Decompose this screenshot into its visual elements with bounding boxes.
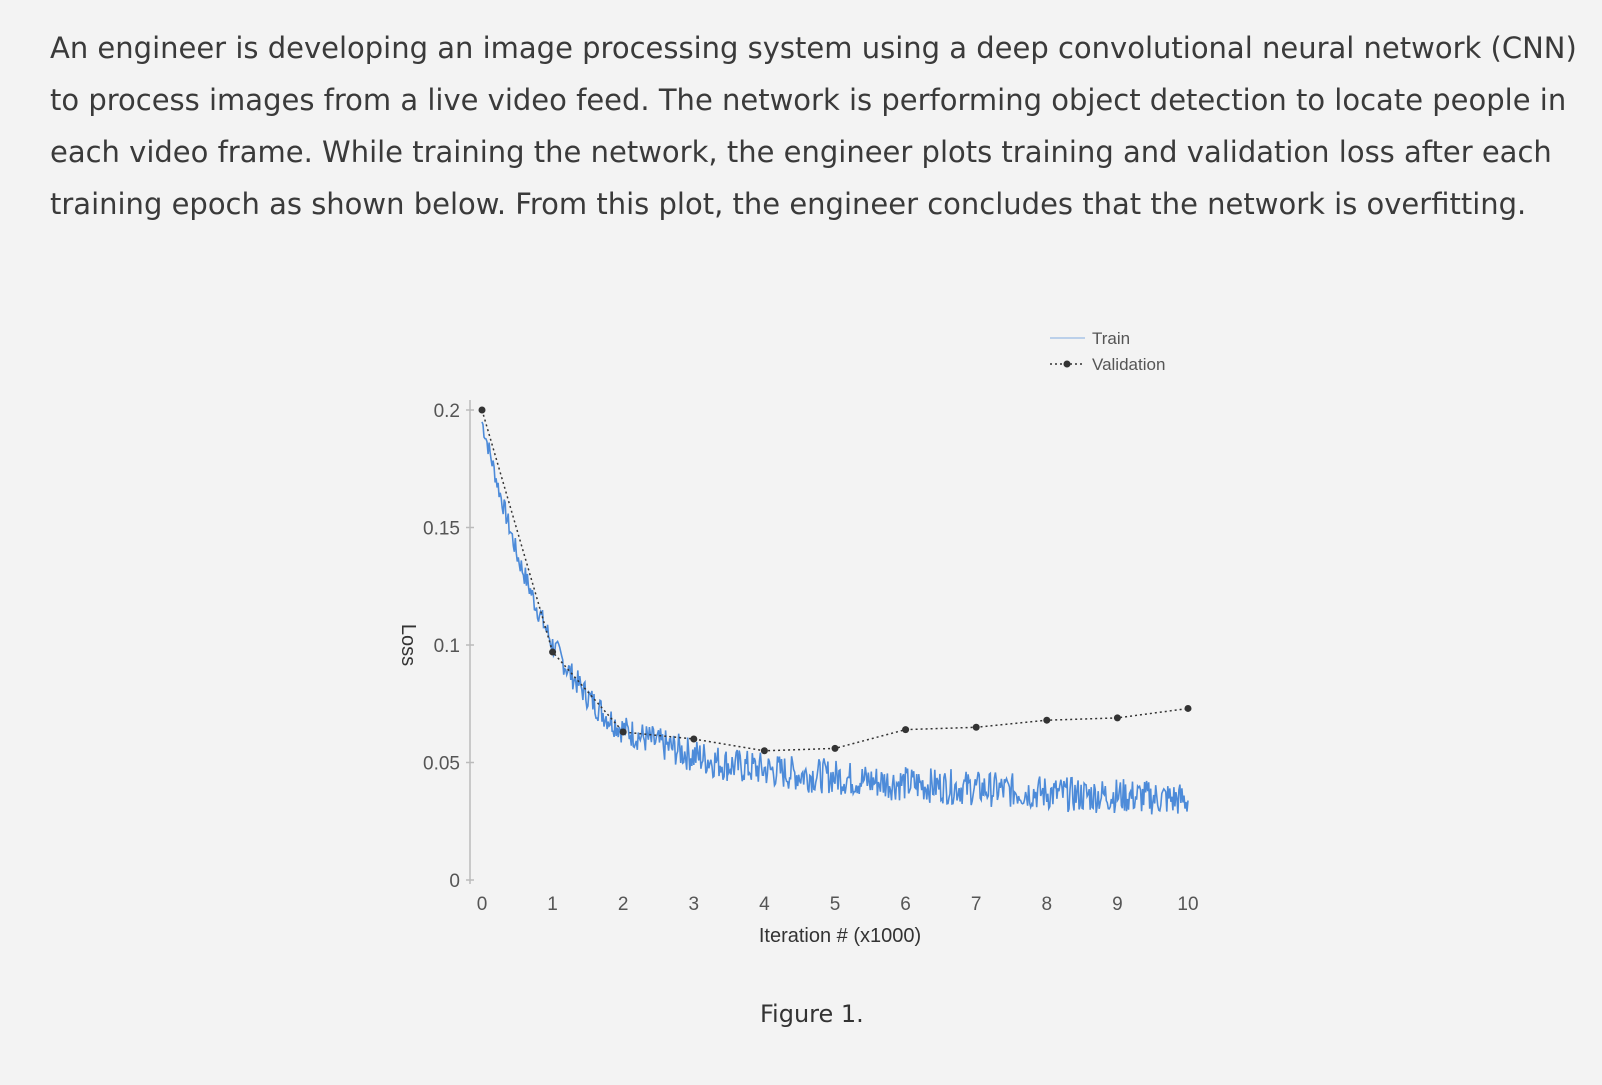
x-tick-label: 4 bbox=[759, 894, 770, 915]
figure-caption: Figure 1. bbox=[760, 1000, 864, 1028]
x-tick-label: 0 bbox=[477, 894, 488, 915]
legend-validation-label: Validation bbox=[1092, 355, 1165, 374]
validation-point bbox=[1043, 716, 1051, 724]
x-axis-label: Iteration # (x1000) bbox=[759, 925, 921, 947]
legend-validation-marker bbox=[1063, 360, 1071, 368]
legend: Train Validation bbox=[1050, 329, 1165, 374]
x-tick-label: 1 bbox=[547, 894, 558, 915]
x-tick-label: 6 bbox=[900, 894, 911, 915]
question-text: An engineer is developing an image proce… bbox=[50, 31, 1577, 221]
x-tick-label: 5 bbox=[830, 894, 841, 915]
y-axis-label: Loss bbox=[397, 624, 419, 666]
y-tick-label: 0.15 bbox=[423, 519, 460, 540]
series-layer bbox=[478, 406, 1192, 815]
x-ticks: 0 1 2 3 4 5 6 7 8 9 10 bbox=[477, 894, 1199, 915]
validation-point bbox=[972, 723, 980, 731]
x-tick-label: 8 bbox=[1042, 894, 1053, 915]
validation-point bbox=[831, 744, 839, 752]
y-tick-label: 0.1 bbox=[434, 636, 460, 657]
legend-train-label: Train bbox=[1092, 329, 1130, 348]
validation-point bbox=[760, 747, 768, 755]
y-ticks: 0 0.05 0.1 0.15 0.2 bbox=[423, 401, 474, 892]
y-tick-label: 0.2 bbox=[434, 401, 460, 422]
x-tick-label: 9 bbox=[1112, 894, 1123, 915]
y-tick-label: 0.05 bbox=[423, 754, 460, 775]
x-tick-label: 2 bbox=[618, 894, 629, 915]
validation-point bbox=[478, 406, 486, 414]
validation-point bbox=[549, 648, 557, 656]
x-tick-label: 10 bbox=[1177, 894, 1198, 915]
train-series-line bbox=[481, 421, 1189, 815]
validation-point bbox=[1113, 714, 1121, 722]
x-tick-label: 3 bbox=[689, 894, 700, 915]
validation-point bbox=[619, 728, 627, 736]
validation-point bbox=[902, 726, 910, 734]
chart-axes bbox=[469, 400, 471, 884]
y-tick-label: 0 bbox=[449, 871, 460, 892]
x-tick-label: 7 bbox=[971, 894, 982, 915]
validation-point bbox=[690, 735, 698, 743]
validation-point bbox=[1184, 704, 1192, 712]
